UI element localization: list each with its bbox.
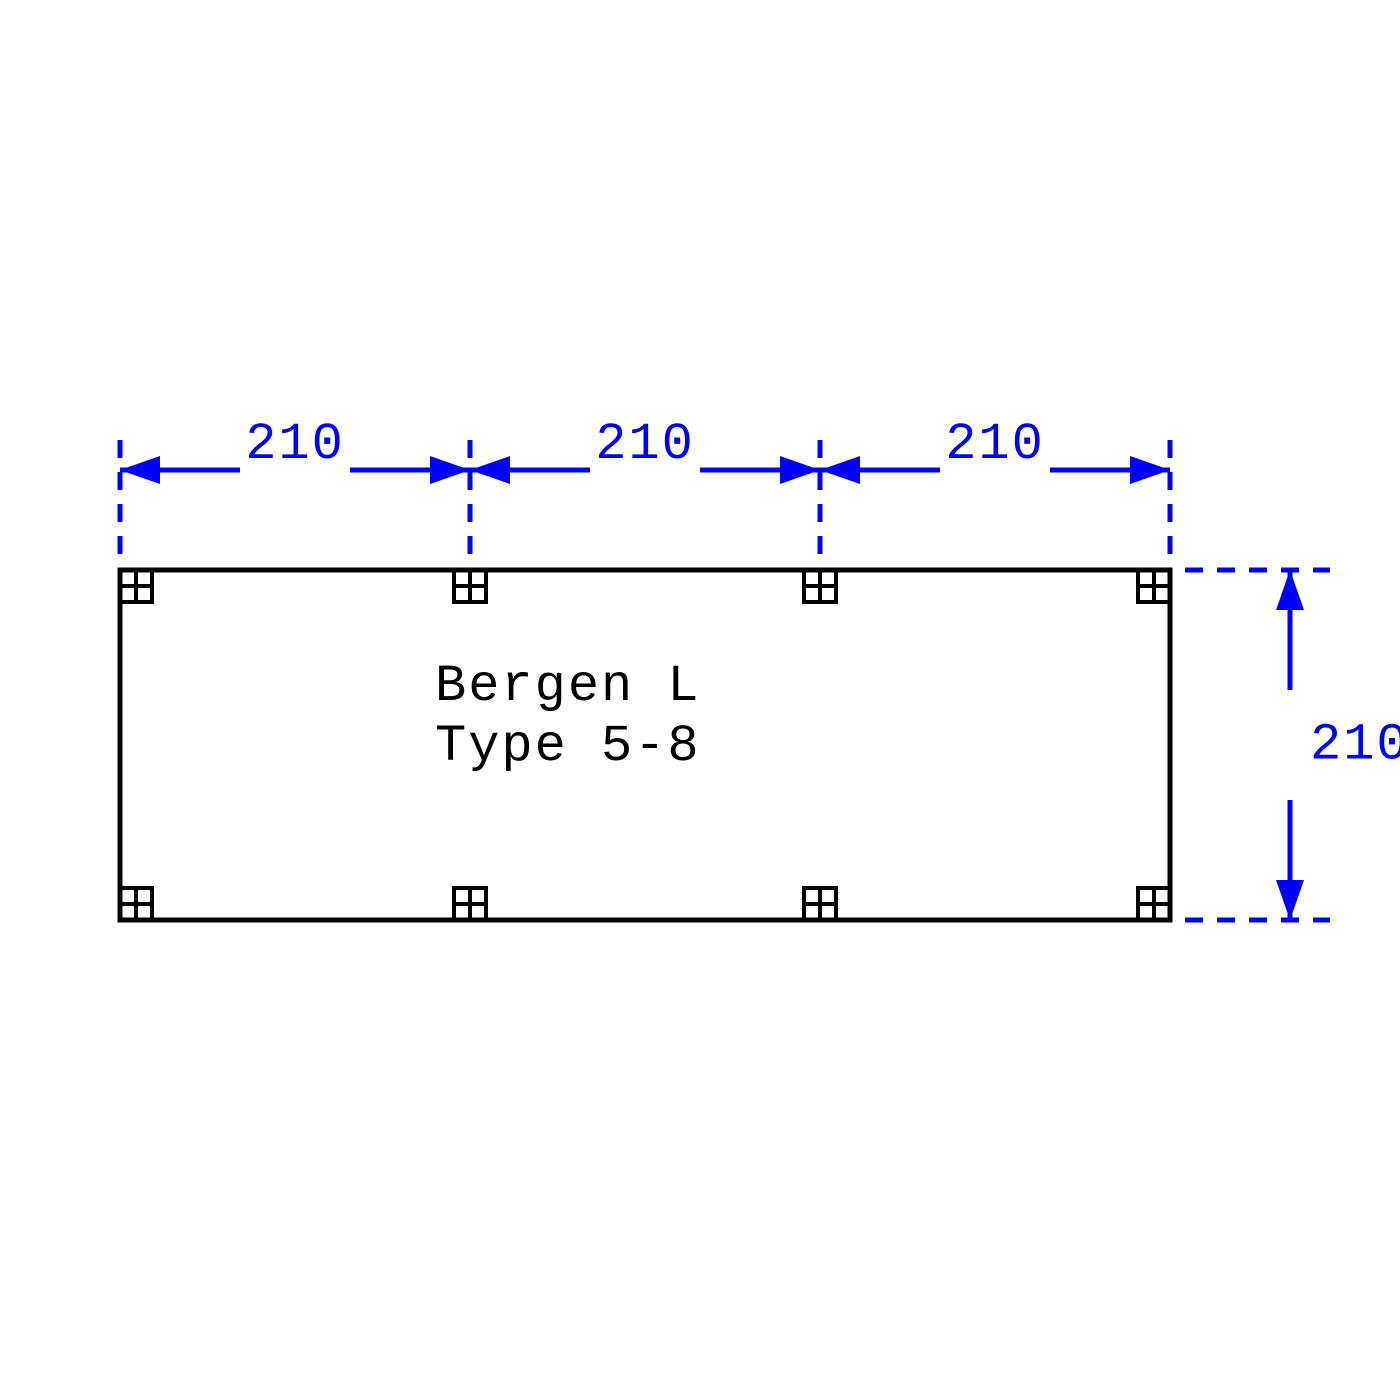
dim-value: 210 xyxy=(1310,716,1400,775)
dim-value: 210 xyxy=(595,415,695,474)
engineering-drawing: 210 210 210 210 Bergen LType 5-8 xyxy=(0,0,1400,1400)
label-line-1: Bergen L xyxy=(435,657,701,716)
label-line-2: Type 5-8 xyxy=(435,717,701,776)
dim-value: 210 xyxy=(945,415,1045,474)
dim-value: 210 xyxy=(245,415,345,474)
